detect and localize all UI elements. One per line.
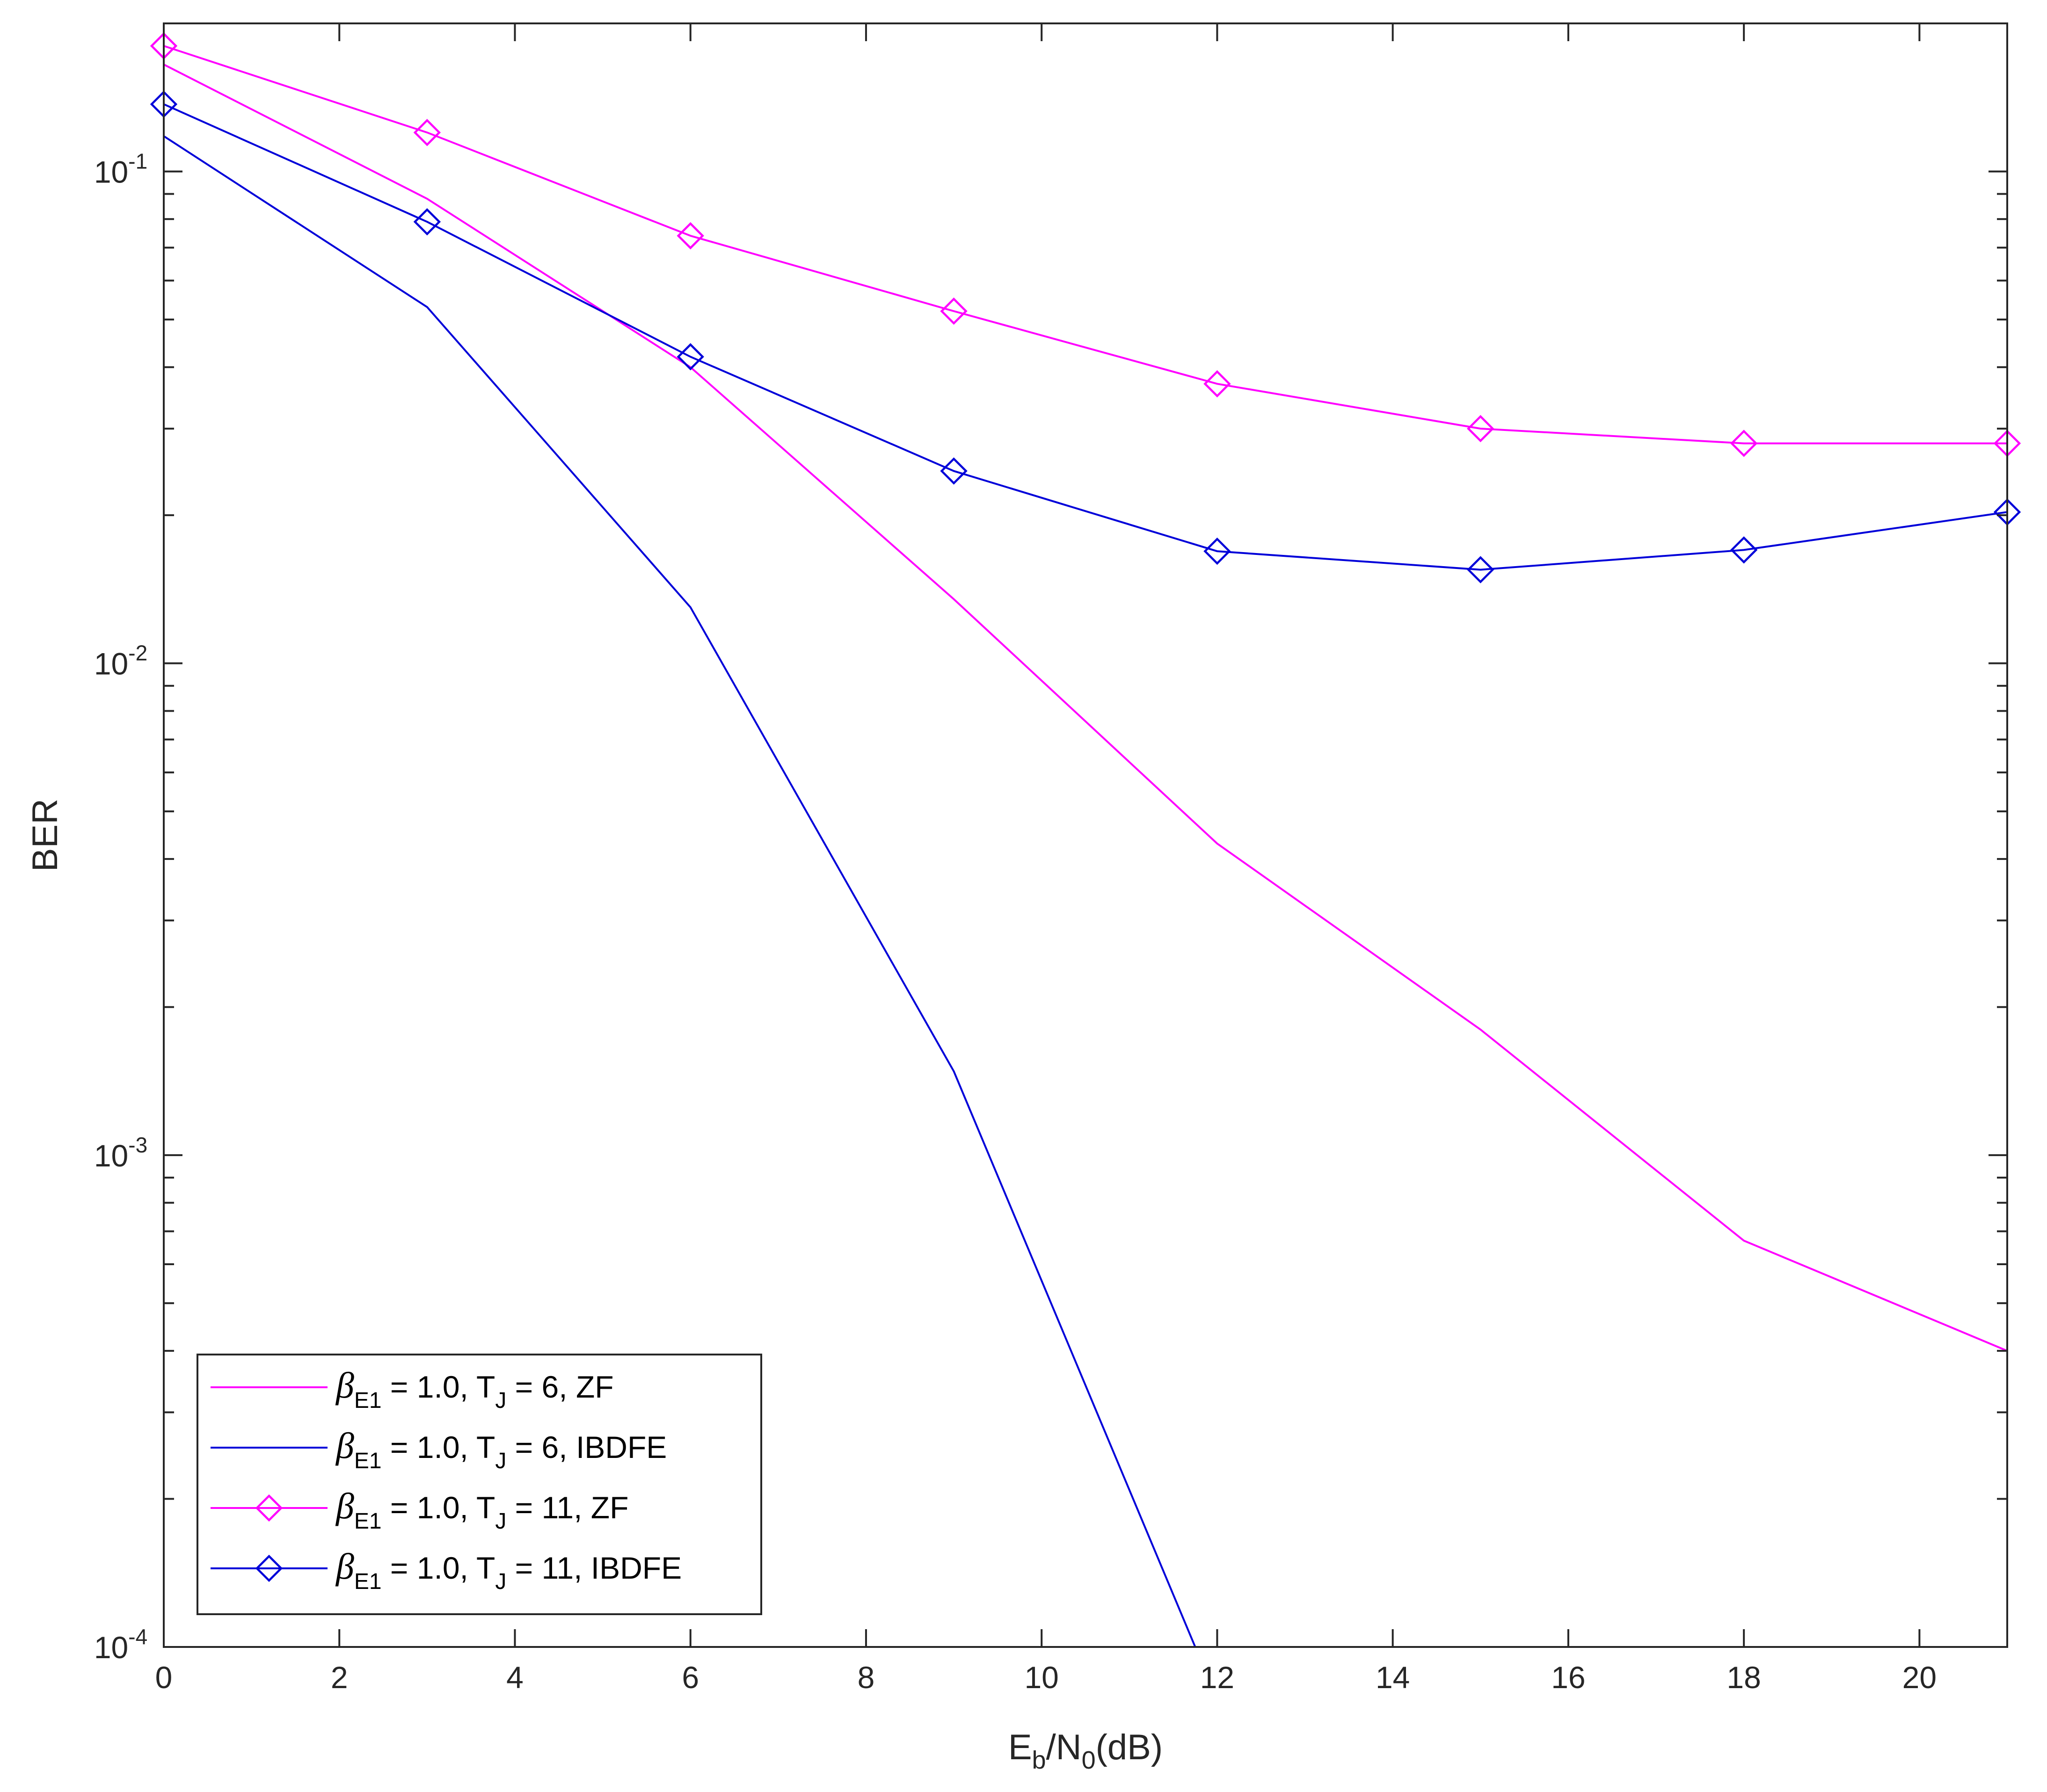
legend-mid: = 1.0, T [382, 1551, 495, 1585]
x-axis-title-e: E [1008, 1727, 1032, 1767]
series-4-marker [677, 343, 704, 371]
series-3-marker [1467, 415, 1494, 443]
series-3-marker [413, 119, 441, 146]
series-1-line [163, 64, 2008, 1352]
legend-sub-j: J [495, 1388, 506, 1413]
series-4-marker [1203, 537, 1231, 565]
x-axis-title-n: /N [1046, 1727, 1082, 1767]
x-tick-label: 2 [331, 1660, 348, 1695]
series-3-line [163, 45, 2007, 444]
y-tick-exponent: -4 [128, 1624, 147, 1649]
y-tick-base: 10 [94, 1630, 128, 1665]
legend-tail: = 11, ZF [506, 1490, 628, 1525]
x-axis-title-unit: (dB) [1096, 1727, 1163, 1767]
legend-marker [255, 1494, 283, 1522]
legend-entry-4: βE1 = 1.0, TJ = 11, IBDFE [211, 1546, 682, 1594]
legend-entry-2: βE1 = 1.0, TJ = 6, IBDFE [211, 1425, 667, 1473]
y-tick-base: 10 [94, 154, 128, 189]
series-2 [163, 135, 1196, 1647]
series-4-marker [940, 457, 968, 485]
legend-beta: β [335, 1365, 354, 1406]
legend-sub-j: J [495, 1509, 506, 1534]
axes-frame [163, 22, 2008, 1648]
legend-sub-e1: E1 [354, 1509, 382, 1534]
legend-entry-3: βE1 = 1.0, TJ = 11, ZF [211, 1486, 628, 1534]
y-tick-label: 10-3 [94, 1133, 147, 1173]
legend-sub-e1: E1 [354, 1569, 382, 1594]
series-4-marker [413, 208, 441, 236]
legend-tail: = 11, IBDFE [506, 1551, 682, 1585]
x-tick-label: 4 [506, 1660, 524, 1695]
x-tick-label: 16 [1551, 1660, 1585, 1695]
x-tick-label: 10 [1024, 1660, 1058, 1695]
y-tick-exponent: -1 [128, 149, 147, 173]
y-tick-label: 10-4 [94, 1624, 147, 1665]
x-tick-label: 20 [1902, 1660, 1937, 1695]
legend-sub-e1: E1 [354, 1449, 382, 1473]
y-axis-title: BER [25, 799, 65, 872]
legend-entry-1: βE1 = 1.0, TJ = 6, ZF [211, 1365, 614, 1413]
legend-tail: = 6, IBDFE [506, 1430, 667, 1464]
y-tick-base: 10 [94, 647, 128, 681]
series-3-marker [1730, 430, 1758, 457]
legend-label: βE1 = 1.0, TJ = 6, IBDFE [335, 1425, 667, 1473]
legend-beta: β [335, 1486, 354, 1526]
legend-sub-j: J [495, 1569, 506, 1594]
x-axis-title-zero: 0 [1082, 1746, 1096, 1774]
legend-beta: β [335, 1425, 354, 1466]
legend-tail: = 6, ZF [506, 1369, 613, 1404]
x-tick-label: 8 [858, 1660, 875, 1695]
series-3-marker [940, 297, 968, 325]
x-axis-title-b: b [1032, 1746, 1046, 1774]
series-4 [150, 90, 2021, 583]
x-tick-label: 0 [155, 1660, 173, 1695]
x-tick-label: 6 [682, 1660, 699, 1695]
series-4-line [163, 103, 2008, 571]
legend-label: βE1 = 1.0, TJ = 11, ZF [335, 1486, 628, 1534]
legend-sub-j: J [495, 1449, 506, 1473]
y-tick-exponent: -2 [128, 641, 147, 665]
y-tick-base: 10 [94, 1138, 128, 1173]
series-4-marker [1467, 556, 1494, 583]
legend-label: βE1 = 1.0, TJ = 11, IBDFE [335, 1546, 682, 1594]
series-1 [163, 64, 2008, 1352]
series-2-line [163, 135, 1196, 1647]
x-tick-label: 12 [1200, 1660, 1234, 1695]
x-tick-label: 18 [1726, 1660, 1761, 1695]
series-3-marker [677, 222, 704, 250]
series-layer [150, 32, 2021, 1647]
legend-label: βE1 = 1.0, TJ = 6, ZF [335, 1365, 614, 1413]
series-4-marker [1730, 536, 1758, 564]
x-tick-label: 14 [1376, 1660, 1410, 1695]
y-tick-exponent: -3 [128, 1133, 147, 1157]
legend-beta: β [335, 1546, 354, 1587]
legend-sub-e1: E1 [354, 1388, 382, 1413]
y-tick-label: 10-1 [94, 149, 147, 189]
legend-mid: = 1.0, T [382, 1369, 495, 1404]
legend-mid: = 1.0, T [382, 1490, 495, 1525]
legend-box [197, 1354, 762, 1615]
legend-marker [255, 1554, 283, 1582]
series-3-marker [1203, 370, 1231, 398]
legend-mid: = 1.0, T [382, 1430, 495, 1464]
y-tick-label: 10-2 [94, 641, 147, 681]
x-axis-title: Eb/N0(dB) [1008, 1727, 1163, 1774]
